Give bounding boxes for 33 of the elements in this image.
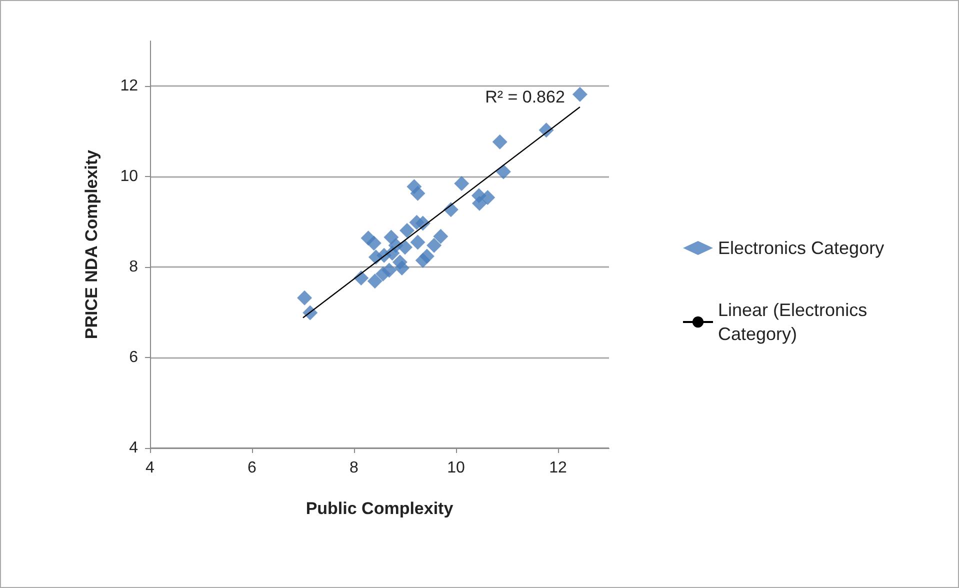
y-axis-title: PRICE NDA Complexity <box>82 149 101 340</box>
legend-label: Linear (Electronics Category) <box>718 300 872 344</box>
point <box>382 262 397 278</box>
point <box>572 86 588 102</box>
point <box>426 238 442 253</box>
point <box>472 196 487 211</box>
point <box>433 228 448 244</box>
annotation: R² = 0.862 <box>485 88 565 107</box>
point <box>297 290 312 306</box>
x-tick-label: 6 <box>248 460 257 476</box>
point <box>492 134 508 150</box>
point <box>419 248 434 264</box>
x-tick-label: 4 <box>146 460 155 476</box>
y-tick-label: 6 <box>129 349 138 366</box>
point <box>480 190 496 205</box>
y-tick-label: 4 <box>129 440 138 456</box>
point <box>496 164 511 180</box>
legend-label: Electronics Category <box>718 238 884 258</box>
point <box>400 222 415 238</box>
x-tick-label: 10 <box>447 460 465 476</box>
y-tick-label: 8 <box>129 258 138 276</box>
point <box>367 274 382 289</box>
point <box>398 240 412 255</box>
x-tick-label: 12 <box>549 460 567 476</box>
point <box>410 186 426 201</box>
x-tick-label: 8 <box>350 460 359 476</box>
x-axis-title: Public Complexity <box>306 499 454 518</box>
point <box>394 260 410 276</box>
y-tick-label: 10 <box>120 168 138 186</box>
point <box>366 236 382 251</box>
y-tick-label: 12 <box>120 78 138 95</box>
point <box>410 234 426 250</box>
point <box>454 176 470 191</box>
